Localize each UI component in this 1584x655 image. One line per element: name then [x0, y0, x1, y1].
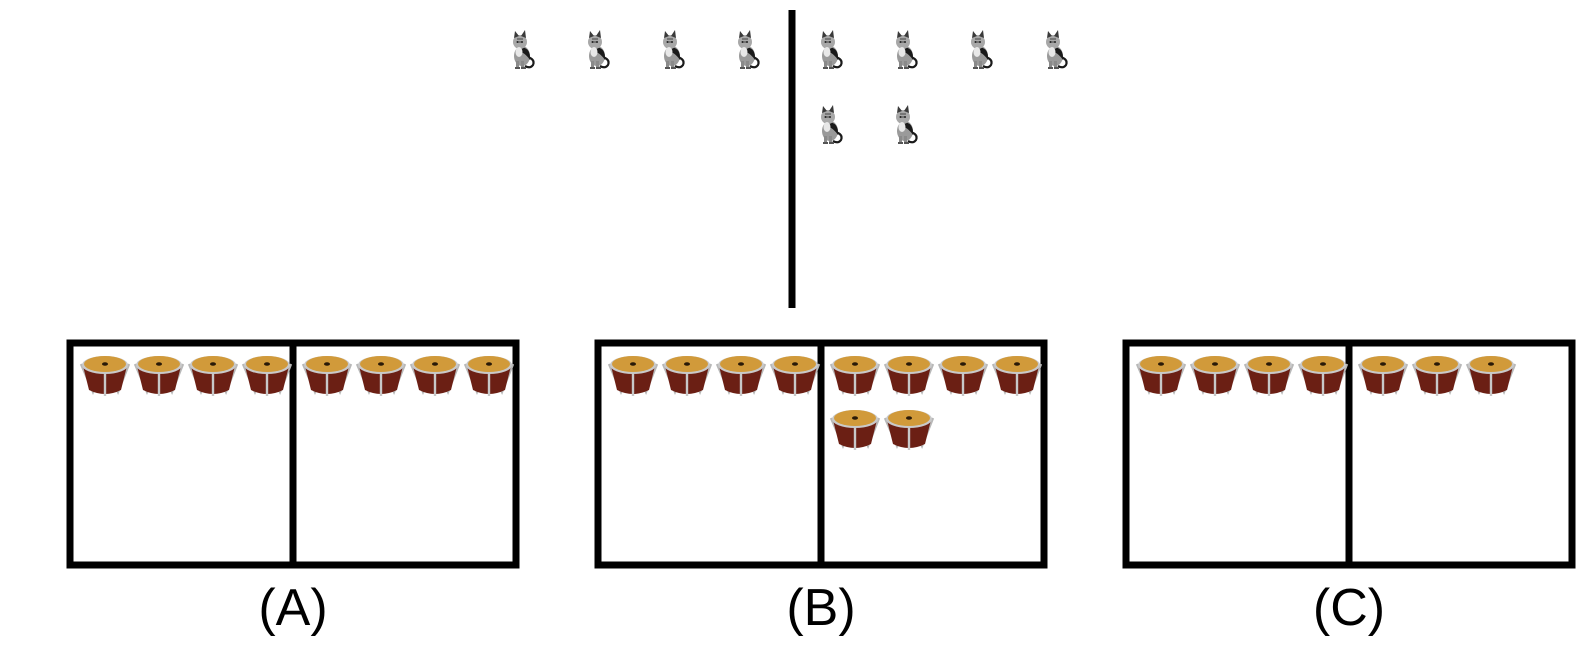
cat-icon [894, 28, 918, 71]
cat-icon [969, 28, 993, 71]
option-c-right-group [1357, 354, 1517, 398]
cat-icon [819, 28, 843, 71]
drum-icon [1189, 354, 1241, 398]
option-c-left-group [1135, 354, 1349, 398]
option-b-right-group [829, 354, 1043, 452]
option-c-label: (C) [1312, 579, 1386, 637]
drum-icon [883, 354, 935, 398]
drum-icon [607, 354, 659, 398]
drum-icon [1135, 354, 1187, 398]
model-right-group [819, 28, 1068, 146]
option-b-left-group [607, 354, 821, 398]
drum-icon [769, 354, 821, 398]
drum-icon [79, 354, 131, 398]
drum-icon [409, 354, 461, 398]
drum-icon [133, 354, 185, 398]
drum-icon [883, 408, 935, 452]
drum-icon [1297, 354, 1349, 398]
option-a-label: (A) [258, 579, 328, 637]
drum-icon [1465, 354, 1517, 398]
option-b[interactable] [594, 339, 1048, 569]
drum-icon [937, 354, 989, 398]
drum-icon [661, 354, 713, 398]
drum-icon [355, 354, 407, 398]
cat-icon [661, 28, 685, 71]
drum-icon [829, 408, 881, 452]
cat-icon [819, 103, 843, 146]
drum-icon [715, 354, 767, 398]
drum-icon [1411, 354, 1463, 398]
cat-icon [511, 28, 535, 71]
drum-icon [1243, 354, 1295, 398]
cat-icon [586, 28, 610, 71]
drum-icon [301, 354, 353, 398]
option-b-label: (B) [786, 579, 856, 637]
model-set [511, 10, 1068, 308]
model-left-group [511, 28, 760, 71]
option-a[interactable] [66, 339, 520, 569]
drum-icon [1357, 354, 1409, 398]
cat-icon [1044, 28, 1068, 71]
option-a-right-group [301, 354, 515, 398]
option-a-left-group [79, 354, 293, 398]
option-c[interactable] [1122, 339, 1576, 569]
cat-icon [736, 28, 760, 71]
cat-icon [894, 103, 918, 146]
drum-icon [241, 354, 293, 398]
drum-icon [991, 354, 1043, 398]
drum-icon [463, 354, 515, 398]
drum-icon [187, 354, 239, 398]
drum-icon [829, 354, 881, 398]
